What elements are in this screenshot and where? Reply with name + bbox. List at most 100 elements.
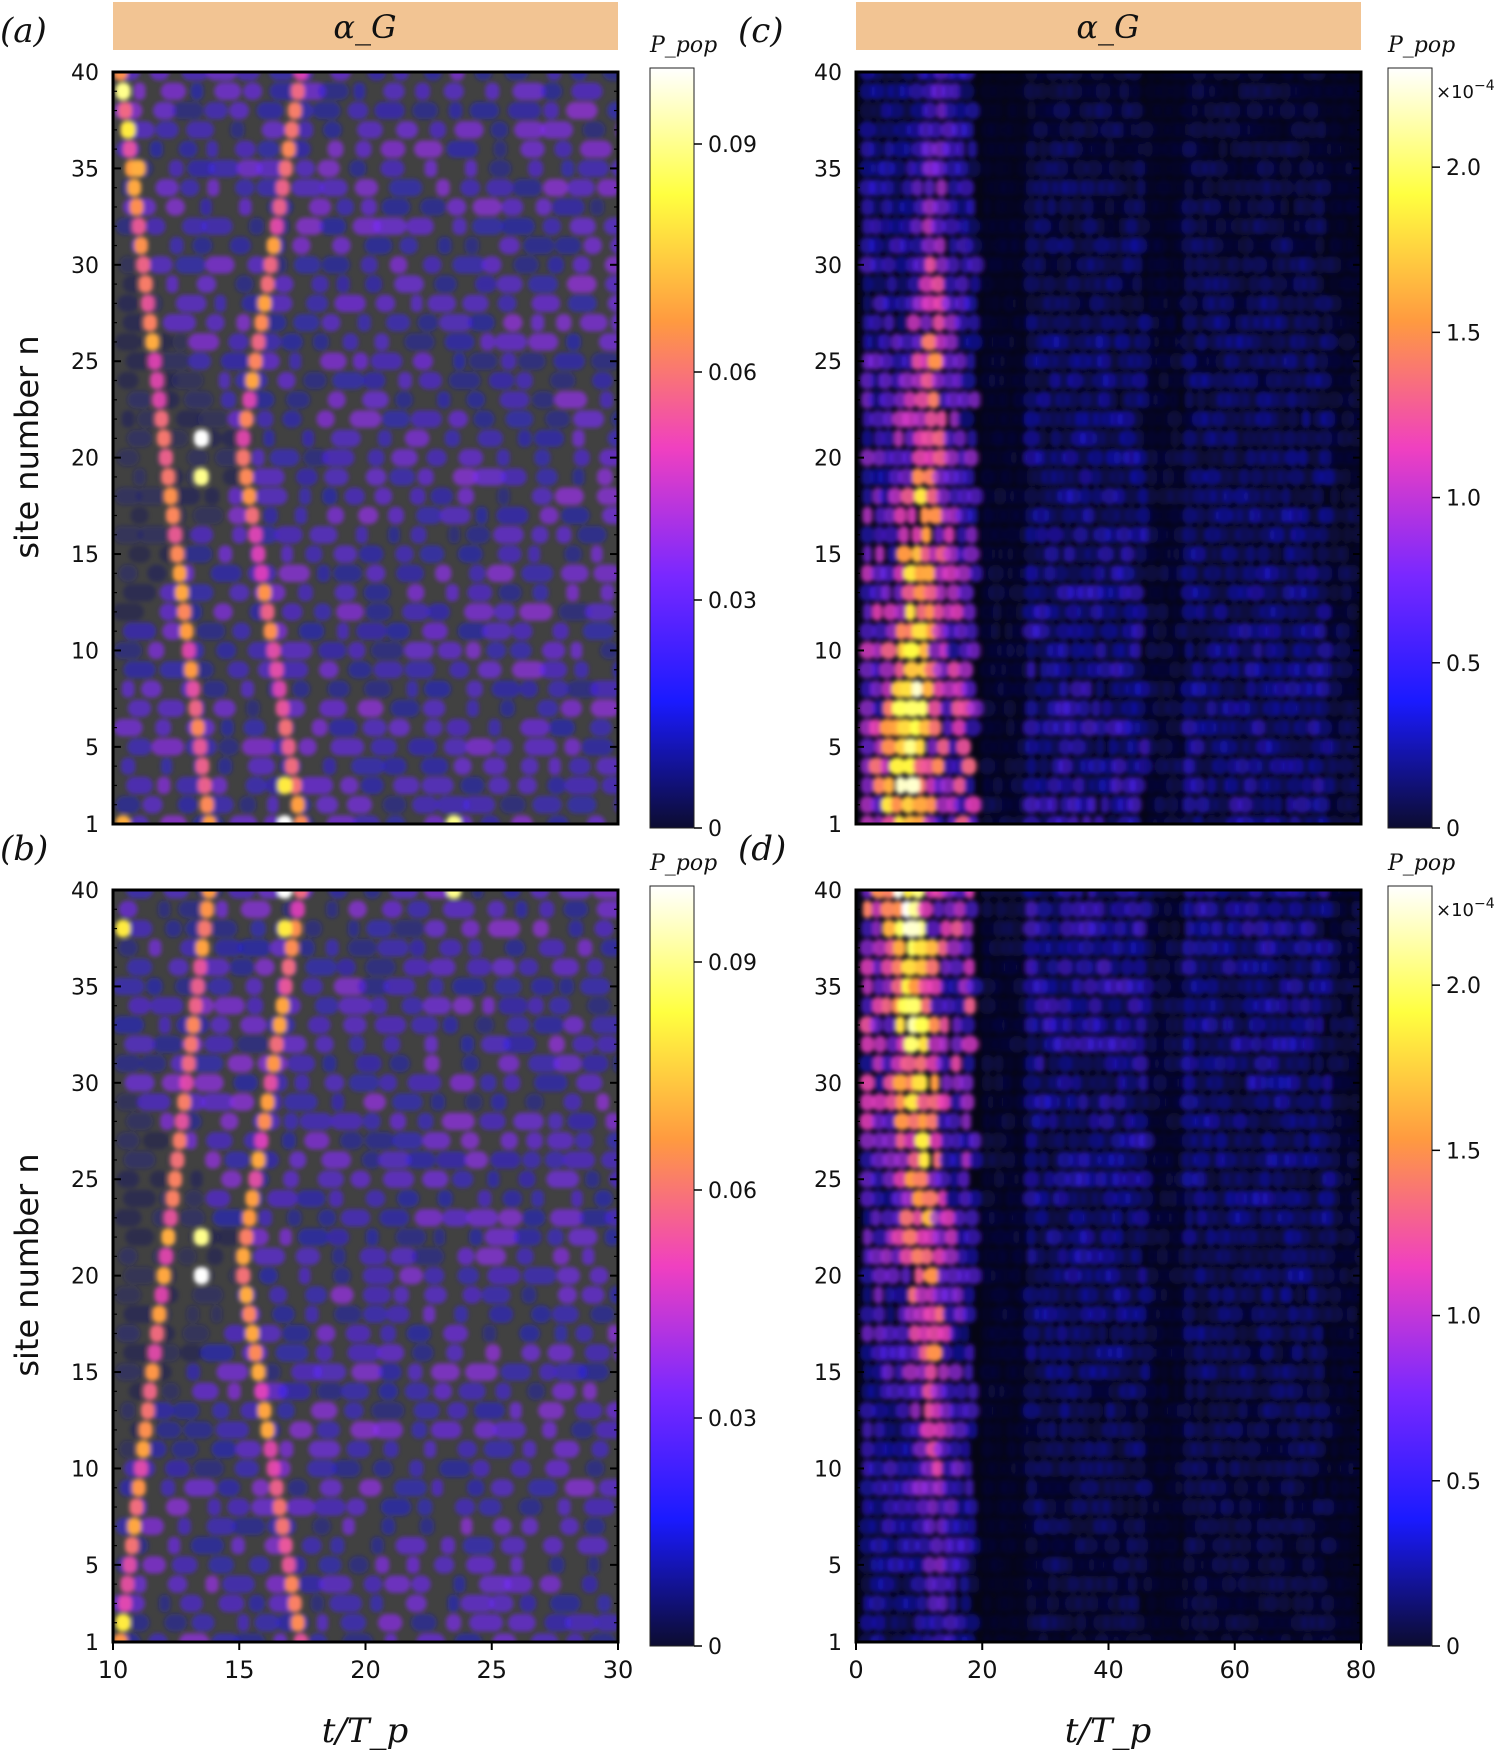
heatmap-cell — [1225, 371, 1238, 390]
heatmap-background — [856, 72, 1361, 824]
heatmap-cell — [395, 545, 414, 563]
heatmap-cell — [1233, 1344, 1251, 1362]
heatmap-cell — [1297, 391, 1309, 409]
heatmap-cell — [1122, 1093, 1134, 1111]
heatmap-cell — [1231, 1498, 1242, 1516]
heatmap-cell — [1338, 545, 1350, 563]
heatmap-cell — [992, 738, 1008, 756]
heatmap-cell — [882, 1131, 899, 1150]
heatmap-cell — [1217, 526, 1227, 544]
heatmap-cell — [342, 333, 359, 351]
heatmap-cell — [206, 1517, 236, 1535]
heatmap-cell — [1335, 1131, 1351, 1150]
heatmap-cell — [1069, 680, 1085, 698]
heatmap-cell — [1168, 506, 1182, 525]
heatmap-cell — [517, 429, 532, 448]
heatmap-cell — [1046, 622, 1057, 640]
heatmap-cell — [444, 333, 475, 351]
heatmap-cell — [859, 1151, 875, 1169]
heatmap-cell — [1264, 487, 1282, 505]
heatmap-cell — [1058, 641, 1070, 660]
heatmap-cell — [286, 1498, 316, 1516]
heatmap-cell — [1005, 1286, 1016, 1304]
heatmap-cell — [1078, 1382, 1092, 1401]
heatmap-cell — [594, 1189, 613, 1208]
heatmap-cell — [1348, 236, 1359, 255]
heatmap-cell — [407, 1074, 442, 1092]
heatmap-cell — [563, 1151, 596, 1169]
heatmap-cell — [377, 429, 392, 448]
heatmap-cell — [443, 738, 468, 756]
heatmap-cell — [955, 159, 969, 178]
heatmap-cell — [452, 468, 479, 486]
heatmap-cell — [870, 217, 881, 235]
heatmap-cell — [1070, 641, 1083, 660]
heatmap-cell — [1203, 101, 1219, 120]
heatmap-cell — [160, 815, 187, 824]
heatmap-cell — [1152, 1151, 1169, 1169]
heatmap-cell — [378, 1151, 412, 1169]
heatmap-cell — [1024, 680, 1039, 698]
heatmap-cell — [150, 1401, 174, 1420]
heatmap-cell — [1064, 545, 1075, 563]
heatmap-cell — [1287, 1131, 1297, 1150]
heatmap-cell — [422, 699, 446, 717]
heatmap-cell — [1001, 1112, 1016, 1131]
heatmap-cell — [552, 622, 569, 640]
heatmap-cell — [950, 603, 964, 621]
heatmap-cell — [1045, 1498, 1056, 1516]
heatmap-ridge-cell — [251, 1151, 266, 1169]
heatmap-cell — [1146, 738, 1157, 756]
heatmap-cell — [483, 1440, 515, 1458]
heatmap-cell — [1157, 1131, 1170, 1150]
heatmap-cell — [512, 179, 543, 197]
heatmap-cell — [1251, 796, 1263, 814]
heatmap-cell — [1033, 121, 1048, 139]
heatmap-cell — [362, 1266, 395, 1285]
heatmap-cell — [1145, 1594, 1158, 1613]
heatmap-cell — [966, 352, 976, 370]
y-tick-label: 25 — [814, 350, 842, 375]
heatmap-cell — [1352, 526, 1361, 544]
heatmap-cell — [1276, 391, 1287, 409]
heatmap-cell — [205, 256, 235, 274]
heatmap-cell — [948, 1594, 958, 1613]
heatmap-cell — [434, 275, 457, 293]
heatmap-cell — [948, 1440, 962, 1458]
heatmap-cell — [428, 958, 456, 976]
heatmap-cell — [277, 371, 296, 390]
heatmap-cell — [160, 1112, 174, 1131]
heatmap-cell — [1247, 275, 1261, 293]
heatmap-cell — [462, 1054, 480, 1073]
heatmap-cell — [1214, 1209, 1227, 1227]
heatmap-cell — [1316, 680, 1330, 698]
heatmap-cell — [1193, 1151, 1210, 1169]
heatmap-cell — [1246, 545, 1256, 563]
heatmap-cell — [473, 1401, 505, 1420]
heatmap-cell — [114, 1054, 142, 1073]
heatmap-cell — [362, 1305, 388, 1323]
heatmap-cell — [521, 1209, 546, 1227]
heatmap-cell — [1269, 1266, 1281, 1285]
heatmap-cell — [874, 506, 887, 525]
heatmap-cell — [1117, 275, 1135, 293]
heatmap-cell — [579, 313, 608, 332]
heatmap-cell — [1076, 1112, 1088, 1131]
heatmap-cell — [868, 352, 884, 370]
heatmap-cell — [934, 333, 947, 351]
heatmap-cell — [389, 1247, 417, 1266]
heatmap-cell — [1131, 1247, 1143, 1266]
heatmap-cell — [1335, 641, 1351, 660]
heatmap-cell — [227, 1382, 241, 1401]
heatmap-cell — [427, 294, 457, 313]
heatmap-cell — [872, 622, 889, 640]
heatmap-cell — [506, 1016, 530, 1034]
heatmap-cell — [358, 545, 384, 563]
heatmap-cell — [898, 526, 910, 544]
heatmap-cell — [960, 1594, 972, 1613]
heatmap-cell — [1277, 1209, 1293, 1227]
heatmap-cell — [1267, 1479, 1286, 1497]
heatmap-cell — [910, 1401, 921, 1420]
heatmap-cell — [1289, 1633, 1308, 1642]
